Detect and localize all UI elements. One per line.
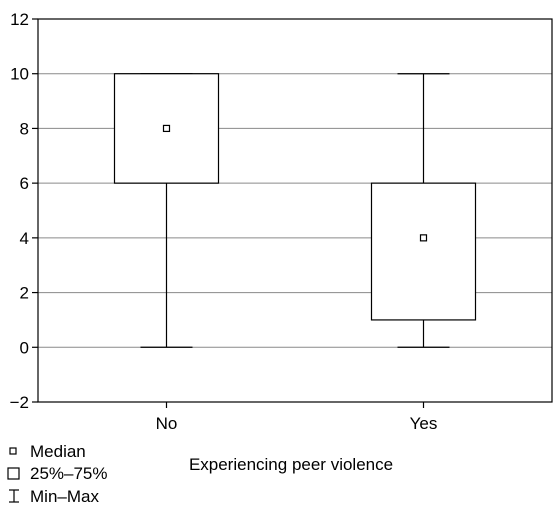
iqr-box xyxy=(370,182,477,321)
y-tick-label: 10 xyxy=(10,65,29,84)
legend-whisker-symbol xyxy=(9,489,19,503)
y-tick-label: 12 xyxy=(10,10,29,29)
legend-box-label: 25%–75% xyxy=(30,464,108,483)
legend-whisker-label: Min–Max xyxy=(30,487,99,506)
x-axis-title: Experiencing peer violence xyxy=(189,455,393,474)
y-tick-label: 8 xyxy=(20,119,29,138)
y-axis: −2 0 2 4 6 8 10 12 xyxy=(10,10,38,412)
median-marker xyxy=(162,124,171,133)
y-tick-label: 4 xyxy=(20,229,29,248)
plot-frame xyxy=(37,18,553,403)
median-marker xyxy=(419,234,428,242)
y-tick-label: 0 xyxy=(20,338,29,357)
x-tick-label: Yes xyxy=(410,414,438,433)
boxes xyxy=(113,73,477,348)
box-no xyxy=(113,73,220,348)
x-axis: No Yes xyxy=(156,402,438,433)
legend: Median 25%–75% Min–Max xyxy=(7,442,108,506)
y-tick-label: 6 xyxy=(20,174,29,193)
box-yes xyxy=(370,73,477,348)
x-tick-label: No xyxy=(156,414,178,433)
legend-box-symbol xyxy=(7,467,20,480)
y-tick-label: 2 xyxy=(20,284,29,303)
legend-median-label: Median xyxy=(30,442,86,461)
legend-median-symbol xyxy=(9,447,17,455)
y-tick-label: −2 xyxy=(10,393,29,412)
